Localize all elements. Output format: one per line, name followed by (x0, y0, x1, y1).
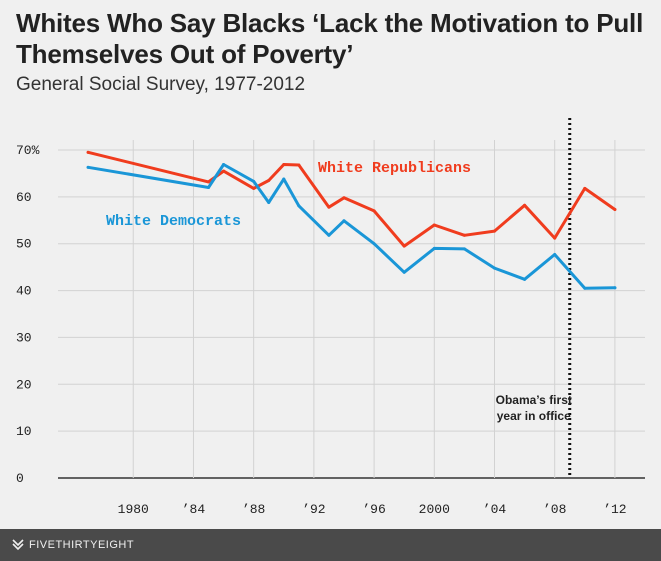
data-point (207, 185, 211, 189)
data-point (372, 242, 376, 246)
data-point (492, 266, 496, 270)
data-point (553, 236, 557, 240)
series-line-white-democrats (86, 163, 617, 290)
chart-subtitle: General Social Survey, 1977-2012 (16, 74, 306, 95)
x-tick-label: 2000 (419, 502, 450, 517)
x-tick-label: ’08 (543, 502, 566, 517)
data-point (252, 186, 256, 190)
series-label: White Democrats (106, 213, 241, 230)
fivethirtyeight-logo-icon (12, 539, 24, 551)
data-point (86, 165, 90, 169)
series-line-white-republicans (86, 150, 617, 248)
data-point (402, 270, 406, 274)
x-tick-label: ’88 (242, 502, 265, 517)
data-point (432, 246, 436, 250)
y-tick-label: 20 (16, 377, 32, 392)
x-axis: 1980 ’84 ’88 ’92 ’96 2000 ’04 ’08 ’12 (118, 502, 627, 517)
data-point (86, 150, 90, 154)
x-tick-label: 1980 (118, 502, 149, 517)
data-point (282, 177, 286, 181)
x-tick-label: ’12 (603, 502, 626, 517)
footer-bar: FIVETHIRTYEIGHT (0, 529, 661, 561)
y-tick-label: 50 (16, 237, 32, 252)
y-tick-label: 70% (16, 143, 40, 158)
x-tick-label: ’04 (483, 502, 507, 517)
data-point (267, 200, 271, 204)
series-label: White Republicans (318, 160, 471, 177)
x-tick-label: ’96 (362, 502, 385, 517)
data-point (207, 180, 211, 184)
y-tick-label: 40 (16, 284, 32, 299)
data-point (613, 286, 617, 290)
line-chart: Obama’s first year in office 70% 60 50 40 30 2… (16, 118, 645, 517)
chart-title: Whites Who Say Blacks ‘Lack the Motivati… (16, 8, 644, 69)
data-point (583, 186, 587, 190)
data-point (553, 252, 557, 256)
brand-logo: FIVETHIRTYEIGHT (12, 539, 134, 551)
data-point (583, 286, 587, 290)
data-point (523, 277, 527, 281)
data-point (402, 244, 406, 248)
data-point (327, 205, 331, 209)
annotation-text: year in office (497, 409, 571, 423)
data-point (222, 163, 226, 167)
data-point (267, 178, 271, 182)
data-point (297, 204, 301, 208)
y-tick-label: 0 (16, 471, 24, 486)
annotation-text: Obama’s first (496, 393, 572, 407)
chart-grid (58, 140, 645, 479)
annotation-layer: Obama’s first year in office (496, 118, 572, 478)
data-point (282, 163, 286, 167)
series-layer (86, 150, 617, 290)
data-point (342, 196, 346, 200)
data-point (462, 247, 466, 251)
data-point (462, 233, 466, 237)
y-tick-label: 30 (16, 330, 32, 345)
brand-name: FIVETHIRTYEIGHT (29, 539, 135, 551)
data-point (252, 179, 256, 183)
y-axis: 70% 60 50 40 30 20 10 0 (16, 143, 40, 486)
data-point (492, 229, 496, 233)
data-point (222, 169, 226, 173)
data-point (432, 223, 436, 227)
data-point (613, 208, 617, 212)
data-point (297, 163, 301, 167)
y-tick-label: 60 (16, 190, 32, 205)
x-tick-label: ’92 (302, 502, 325, 517)
y-tick-label: 10 (16, 424, 32, 439)
x-tick-label: ’84 (182, 502, 206, 517)
data-point (372, 209, 376, 213)
series-labels: White Republicans White Democrats (106, 160, 471, 230)
data-point (523, 203, 527, 207)
data-point (342, 219, 346, 223)
data-point (327, 233, 331, 237)
